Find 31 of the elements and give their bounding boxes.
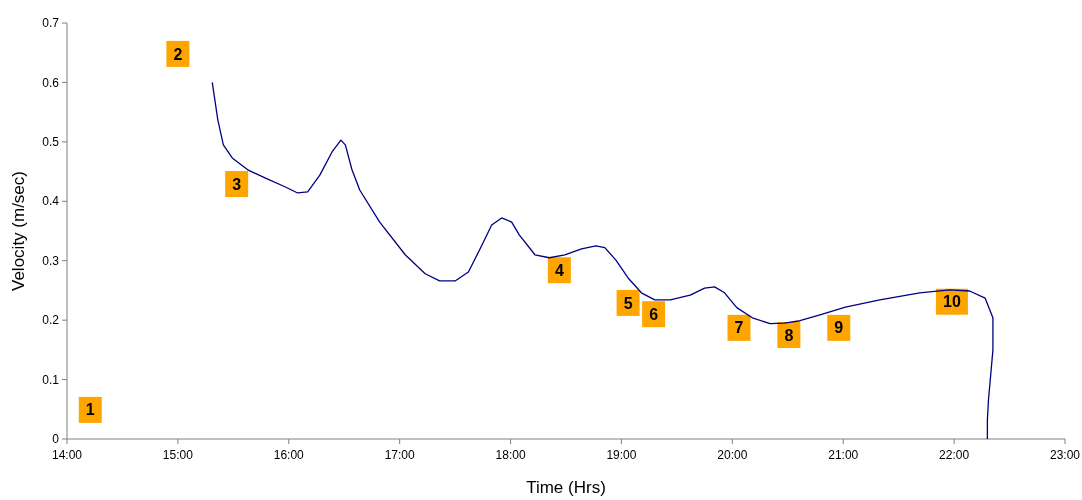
annotation: 3 bbox=[232, 175, 242, 193]
annotation: 9 bbox=[834, 319, 844, 337]
y-tick-label: 0.6 bbox=[42, 75, 60, 90]
x-tick-label: 19:00 bbox=[606, 448, 637, 462]
annotation: 5 bbox=[623, 294, 633, 312]
x-tick-label: 15:00 bbox=[162, 448, 194, 462]
x-tick-label: 20:00 bbox=[717, 448, 748, 462]
annotation: 4 bbox=[554, 261, 564, 279]
x-tick-label: 23:00 bbox=[1049, 448, 1081, 462]
y-tick-label: 0.2 bbox=[42, 313, 60, 328]
annotation: 2 bbox=[173, 45, 183, 63]
x-tick-label: 22:00 bbox=[939, 448, 970, 462]
x-tick-label: 17:00 bbox=[384, 448, 416, 462]
y-tick-label: 0.7 bbox=[42, 16, 60, 31]
y-tick-label: 0 bbox=[52, 432, 60, 447]
annotation: 1 bbox=[85, 401, 95, 419]
y-tick-label: 0.4 bbox=[42, 194, 60, 209]
y-tick-label: 0.1 bbox=[42, 372, 60, 387]
x-tick-label: 18:00 bbox=[495, 448, 526, 462]
y-tick-label: 0.3 bbox=[42, 253, 60, 268]
annotation: 6 bbox=[649, 305, 659, 323]
annotation: 8 bbox=[784, 326, 794, 344]
x-tick-label: 21:00 bbox=[828, 448, 859, 462]
x-tick-label: 16:00 bbox=[273, 448, 305, 462]
x-tick-label: 14:00 bbox=[51, 448, 83, 462]
x-axis-title: Time (Hrs) bbox=[526, 478, 606, 497]
line-series bbox=[211, 81, 994, 440]
annotation: 7 bbox=[734, 319, 744, 337]
y-axis-title: Velocity (m/sec) bbox=[9, 171, 28, 291]
y-tick-label: 0.5 bbox=[42, 135, 60, 150]
annotation: 10 bbox=[942, 293, 961, 311]
